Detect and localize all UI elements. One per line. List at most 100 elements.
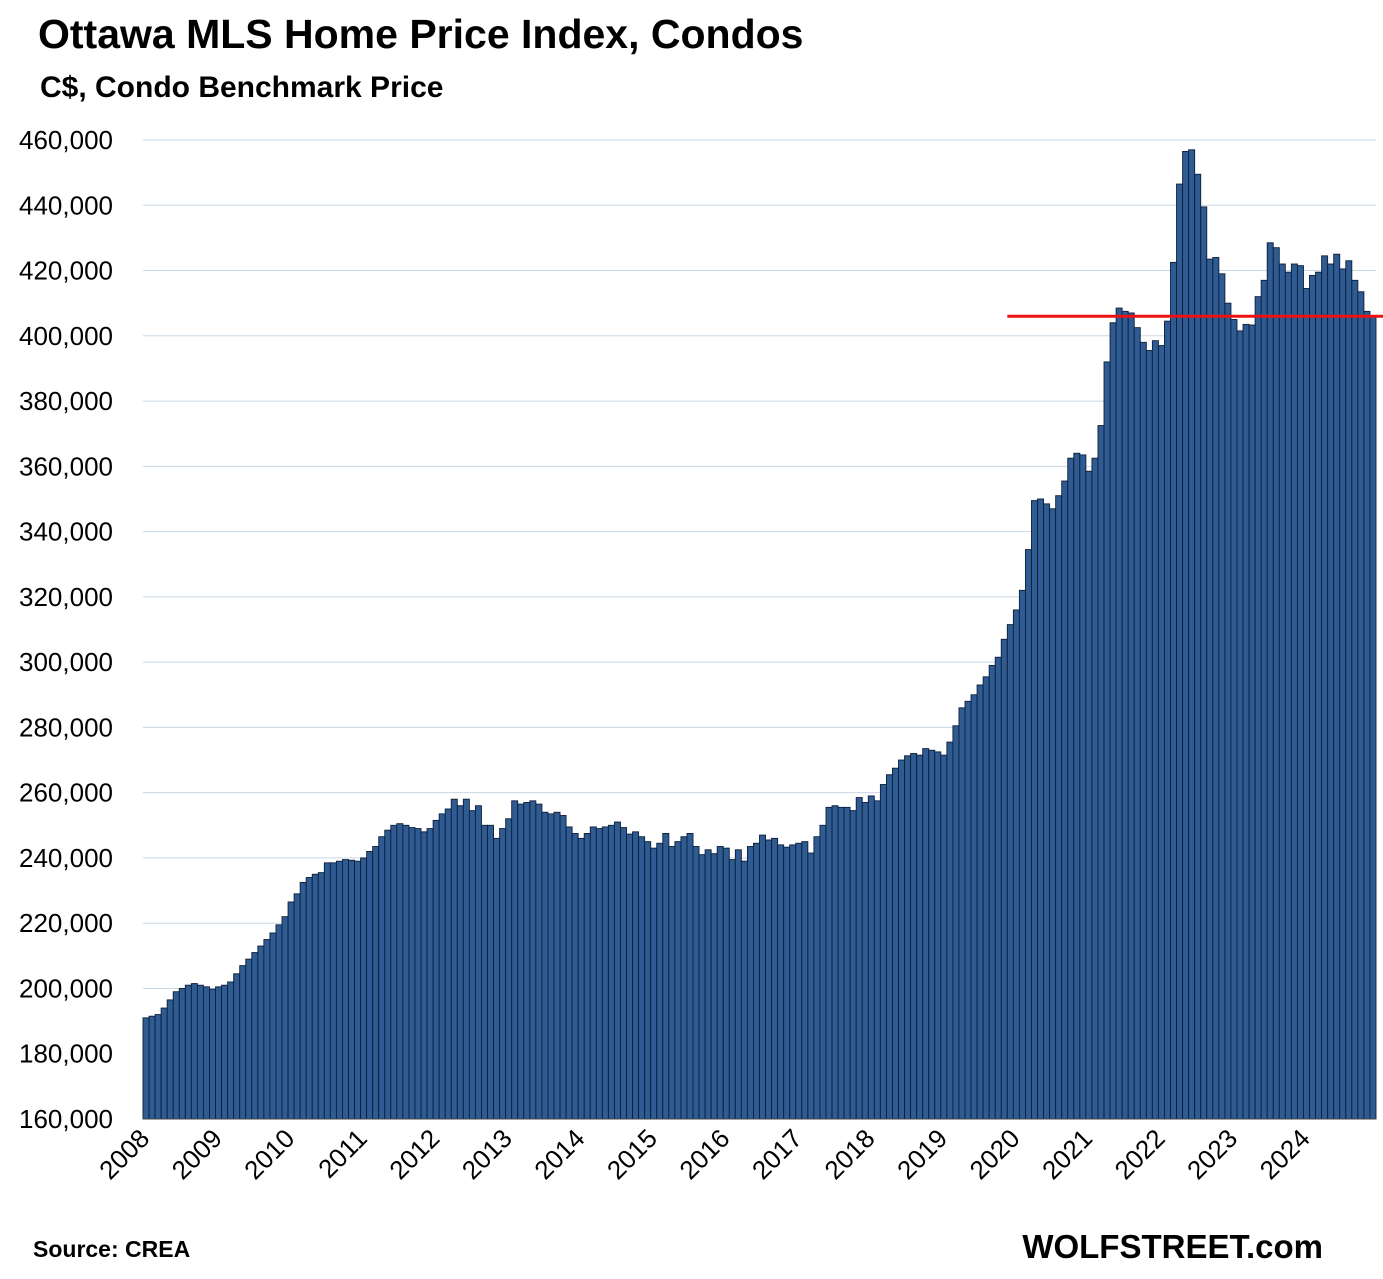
bar [323, 862, 331, 1120]
bar [1049, 508, 1057, 1120]
bar [1200, 206, 1208, 1120]
bar [1103, 361, 1111, 1120]
bar [196, 984, 204, 1120]
bar [366, 850, 374, 1120]
y-tick-label: 280,000 [19, 712, 113, 742]
bar [734, 849, 742, 1120]
bar [595, 828, 603, 1120]
bar [746, 846, 754, 1120]
bar [281, 916, 289, 1120]
bar [390, 824, 398, 1120]
bar [239, 965, 247, 1120]
bar [1309, 274, 1317, 1120]
bar [668, 846, 676, 1120]
x-tick-label: 2009 [166, 1123, 228, 1185]
bar [1230, 319, 1238, 1120]
bar [456, 805, 464, 1120]
bar [994, 656, 1002, 1120]
bar [710, 853, 718, 1120]
bar [946, 741, 954, 1120]
bar [1345, 260, 1353, 1120]
bar [1321, 255, 1329, 1120]
bar [1109, 322, 1117, 1120]
bar [837, 806, 845, 1120]
bar [904, 755, 912, 1120]
bar [535, 803, 543, 1120]
bar [1260, 279, 1268, 1120]
y-tick-label: 220,000 [19, 908, 113, 938]
bar [1296, 265, 1304, 1120]
bar [1164, 320, 1171, 1120]
bar [825, 806, 833, 1120]
bar [644, 841, 652, 1120]
bar [686, 833, 694, 1120]
bar [704, 849, 712, 1120]
x-tick-label: 2021 [1036, 1123, 1098, 1185]
y-tick-label: 400,000 [19, 321, 113, 351]
y-axis-tick-labels: 160,000 180,000 200,000 220,000 240,000 260,0… [19, 125, 113, 1134]
bar [348, 859, 355, 1120]
bar [867, 795, 875, 1120]
y-tick-label: 420,000 [19, 256, 113, 286]
bar [885, 774, 893, 1120]
bar [529, 800, 537, 1120]
bar [1037, 498, 1045, 1120]
bar [1043, 503, 1051, 1120]
bar [517, 803, 525, 1120]
chart-subtitle: C$, Condo Benchmark Price [40, 71, 444, 104]
bar [613, 821, 621, 1120]
bar [565, 826, 573, 1120]
bar [662, 833, 670, 1120]
bar [1176, 183, 1184, 1120]
bar [934, 751, 942, 1120]
bar [245, 958, 253, 1120]
bar [1315, 271, 1323, 1120]
x-tick-label: 2023 [1181, 1123, 1243, 1185]
y-tick-label: 240,000 [19, 843, 113, 873]
bar [789, 844, 797, 1120]
bar [481, 824, 488, 1120]
bar [873, 800, 881, 1120]
bar [1115, 307, 1123, 1120]
bar [1303, 288, 1310, 1120]
chart-title: Ottawa MLS Home Price Index, Condos [38, 11, 804, 57]
bar [650, 847, 658, 1120]
bar [444, 808, 452, 1120]
bar [342, 859, 349, 1120]
bar [1012, 609, 1020, 1120]
bar [221, 984, 229, 1120]
bar [1157, 345, 1165, 1120]
bar [432, 819, 440, 1120]
bar [287, 901, 295, 1120]
bar [801, 841, 809, 1120]
bar [372, 846, 380, 1120]
bar [499, 828, 507, 1120]
bars [142, 149, 1377, 1120]
bar [922, 748, 930, 1120]
bar [438, 813, 446, 1120]
bar [765, 839, 773, 1120]
x-tick-label: 2015 [601, 1123, 663, 1185]
bar [753, 842, 760, 1120]
bar [577, 837, 585, 1120]
y-tick-label: 380,000 [19, 386, 113, 416]
bar [843, 806, 851, 1120]
bar [511, 800, 519, 1120]
bar [583, 833, 591, 1120]
bar [656, 842, 664, 1120]
bar [1369, 315, 1377, 1120]
bar [759, 834, 766, 1120]
bar [958, 707, 966, 1120]
bar [142, 1017, 150, 1120]
x-tick-label: 2012 [383, 1123, 445, 1185]
bar [396, 823, 404, 1120]
bar [813, 836, 821, 1120]
x-tick-label: 2018 [818, 1123, 880, 1185]
bar [698, 854, 706, 1120]
x-tick-label: 2017 [746, 1123, 808, 1185]
bar [952, 725, 960, 1120]
bar [879, 784, 887, 1120]
bar [215, 986, 223, 1120]
bar [1079, 454, 1087, 1120]
bar [849, 810, 857, 1120]
